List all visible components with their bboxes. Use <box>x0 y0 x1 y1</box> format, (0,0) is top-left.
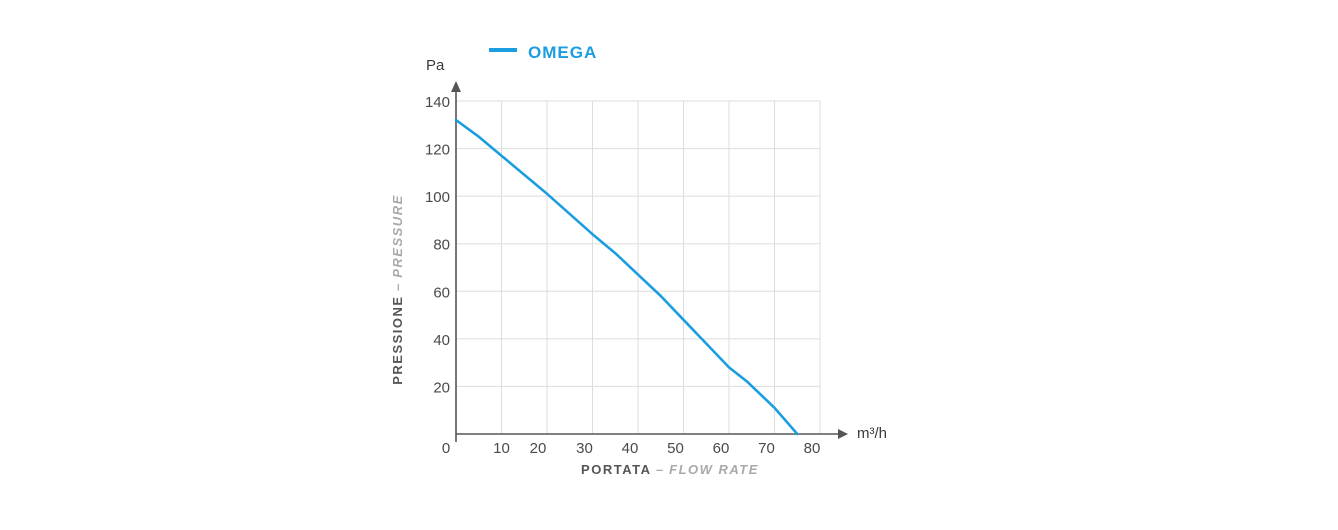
y-tick-label: 120 <box>425 142 450 159</box>
x-axis-arrow-icon <box>838 429 848 439</box>
x-unit-label: m³/h <box>857 425 887 442</box>
x-tick-label: 40 <box>622 440 639 457</box>
x-tick-label: 20 <box>530 440 547 457</box>
x-tick-labels: 0 10 20 30 40 50 60 70 80 <box>442 440 821 457</box>
x-axis-title-main: PORTATA <box>581 462 651 477</box>
y-tick-label: 100 <box>425 189 450 206</box>
x-tick-label: 60 <box>713 440 730 457</box>
y-tick-label: 80 <box>433 237 450 254</box>
y-axis-arrow-icon <box>451 81 461 92</box>
chart-grid <box>456 100 821 434</box>
legend: OMEGA <box>489 43 597 62</box>
y-tick-label: 20 <box>433 379 450 396</box>
x-tick-label: 80 <box>804 440 821 457</box>
x-tick-label: 30 <box>576 440 593 457</box>
y-unit-label: Pa <box>426 57 445 74</box>
y-tick-label: 40 <box>433 332 450 349</box>
x-axis-title: PORTATA – FLOW RATE <box>581 461 759 478</box>
legend-label-omega: OMEGA <box>528 43 597 62</box>
x-axis-title-alt: FLOW RATE <box>669 462 759 477</box>
y-axis-title-dash: – <box>390 282 405 291</box>
x-tick-label: 70 <box>758 440 775 457</box>
x-tick-label: 50 <box>667 440 684 457</box>
x-tick-label: 10 <box>493 440 510 457</box>
series-line-omega <box>454 118 799 436</box>
y-axis-title-alt: PRESSURE <box>390 194 405 278</box>
y-axis-title-main: PRESSIONE <box>390 295 405 384</box>
chart-axes <box>451 81 848 442</box>
x-axis-title-dash: – <box>656 462 665 477</box>
x-tick-label: 0 <box>442 440 450 457</box>
y-axis-title: PRESSIONE – PRESSURE <box>389 194 406 385</box>
y-tick-label: 60 <box>433 284 450 301</box>
y-tick-labels: 20 40 60 80 100 120 140 <box>425 94 450 396</box>
y-tick-label: 140 <box>425 94 450 111</box>
